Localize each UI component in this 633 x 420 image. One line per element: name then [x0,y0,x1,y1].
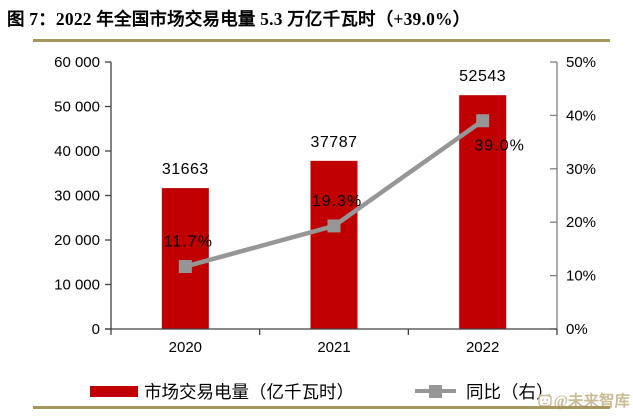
left-axis-tick-label: 30 000 [54,188,100,205]
bar-2021 [310,160,358,329]
chart-plot: 31663 37787 52543 0 10 000 20 000 30 000 40 000… [54,54,596,356]
right-axis-tick-label: 0% [566,321,588,338]
left-axis-tick-label: 0 [92,321,100,338]
yoy-marker-2022 [476,114,490,128]
legend-item-bar-series: 市场交易电量（亿千瓦时） [90,380,354,402]
bar-2020 [161,188,209,329]
x-axis-category-label: 2022 [466,339,499,356]
left-axis-tick-label: 60 000 [54,54,100,71]
legend-label: 市场交易电量（亿千瓦时） [144,381,354,402]
x-axis-category-label: 2020 [169,339,202,356]
bar-series-swatch [90,385,138,397]
right-axis-tick-label: 40% [566,107,596,124]
x-axis-category-label: 2021 [317,339,350,356]
figure-bottom-rule [33,406,610,409]
watermark-text: @未来智库 [553,393,630,410]
right-axis-tick-label: 20% [566,214,596,231]
left-axis-tick-label: 40 000 [54,143,100,160]
yoy-value-label: 11.7% [164,234,213,251]
figure-title: 图 7：2022 年全国市场交易电量 5.3 万亿千瓦时（+39.0%） [7,9,471,29]
right-axis-tick-label: 50% [566,54,596,71]
watermark-logo-icon [537,394,552,407]
right-axis-tick-label: 30% [566,161,596,178]
title-underline [33,39,610,42]
left-axis-tick-label: 20 000 [54,232,100,249]
yoy-value-label: 19.3% [312,193,362,210]
legend-item-line-series: 同比（右） [415,380,554,402]
watermark: @未来智库 [537,389,630,411]
left-axis-tick-label: 10 000 [54,277,100,294]
yoy-value-label: 39.0% [474,138,524,155]
line-swatch-marker [429,384,442,398]
bar-value-label: 37787 [311,134,358,151]
right-axis-tick-label: 10% [566,268,596,285]
line-series-swatch [415,384,456,398]
yoy-marker-2020 [178,260,192,274]
left-axis-tick-label: 50 000 [54,99,100,116]
bar-value-label: 52543 [459,68,506,85]
legend-label: 同比（右） [466,381,554,402]
yoy-marker-2021 [327,219,341,233]
bar-value-label: 31663 [162,161,209,178]
chart-legend: 市场交易电量（亿千瓦时） 同比（右） [0,380,633,402]
